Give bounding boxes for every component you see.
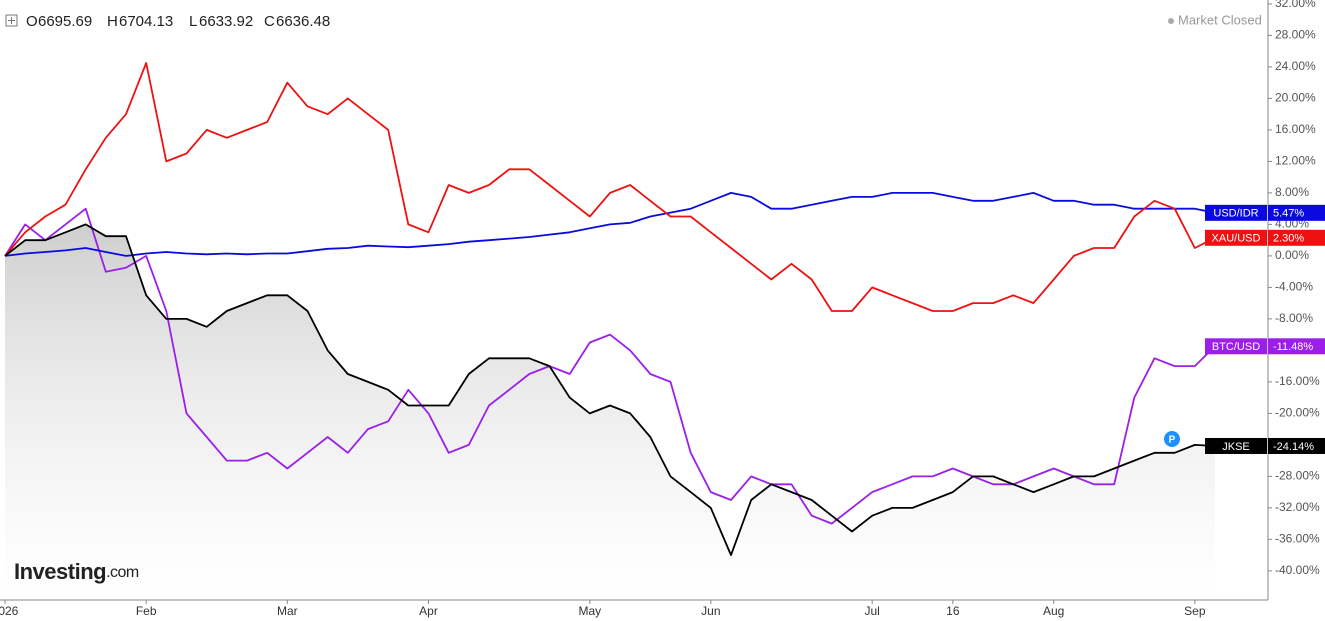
y-tick-label: -16.00% <box>1275 374 1320 388</box>
x-tick-label: May <box>578 604 601 618</box>
tag-value: 5.47% <box>1273 208 1304 220</box>
y-tick-label: -20.00% <box>1275 406 1320 420</box>
y-tick-label: -32.00% <box>1275 500 1320 514</box>
ohlc-value: 6695.69 <box>38 13 92 30</box>
x-tick-label: Sep <box>1184 604 1206 618</box>
series-tag: JKSE -24.14% <box>1205 437 1325 454</box>
series-line <box>4 192 1216 257</box>
y-tick-label: 28.00% <box>1275 28 1316 42</box>
ohlc-value: 6704.13 <box>119 13 173 30</box>
x-tick-label: Jul <box>864 604 879 618</box>
tag-name-box <box>1205 437 1267 454</box>
tag-value-box <box>1268 204 1325 221</box>
ohlc-label: C <box>264 13 275 30</box>
event-marker-icon: P <box>1169 435 1176 446</box>
x-tick-label: Apr <box>419 604 438 618</box>
y-tick-label: -40.00% <box>1275 563 1320 577</box>
series-line <box>4 62 1216 312</box>
x-tick-label: Aug <box>1043 604 1064 618</box>
y-tick-label: 16.00% <box>1275 122 1316 136</box>
logo-main: Investing <box>14 559 106 584</box>
tag-name-box <box>1205 229 1267 246</box>
tag-value: 2.30% <box>1273 233 1304 245</box>
x-tick-label: Mar <box>277 604 298 618</box>
ohlc-label: H <box>107 13 118 30</box>
y-tick-label: -36.00% <box>1275 532 1320 546</box>
series-area <box>5 224 1215 600</box>
tag-value-box <box>1268 437 1325 454</box>
x-tick-label: Feb <box>136 604 157 618</box>
y-tick-label: -28.00% <box>1275 469 1320 483</box>
series-tag: XAU/USD 2.30% <box>1205 229 1325 246</box>
tag-name: USD/IDR <box>1213 208 1258 220</box>
tag-value-box <box>1268 229 1325 246</box>
y-tick-label: -4.00% <box>1275 280 1313 294</box>
plot-area <box>4 62 1216 600</box>
tag-value: -11.48% <box>1273 341 1313 353</box>
logo-suffix: .com <box>106 564 139 581</box>
x-tick-label: 16 <box>946 604 960 618</box>
series-tag: USD/IDR 5.47% <box>1205 204 1325 221</box>
series-tag: BTC/USD -11.48% <box>1205 338 1325 355</box>
y-tick-label: -8.00% <box>1275 311 1313 325</box>
event-marker[interactable] <box>1164 431 1180 447</box>
y-tick-label: 32.00% <box>1275 0 1316 10</box>
y-tick-label: 24.00% <box>1275 59 1316 73</box>
market-status: Market Closed <box>1178 12 1262 27</box>
tag-name-box <box>1205 204 1267 221</box>
x-tick-label: 2026 <box>0 604 19 618</box>
tag-name: JKSE <box>1222 441 1250 453</box>
tag-value: -24.14% <box>1273 441 1314 453</box>
series-line <box>4 223 1216 556</box>
logo: Investing.com <box>14 559 139 584</box>
crosshair-icon[interactable] <box>5 14 18 27</box>
tag-name-box <box>1205 338 1267 355</box>
x-tick-label: Jun <box>701 604 720 618</box>
y-tick-label: 12.00% <box>1275 154 1316 168</box>
ohlc-value: 6636.48 <box>276 13 330 30</box>
tag-name: XAU/USD <box>1212 233 1261 245</box>
ohlc-label: L <box>189 13 197 30</box>
ohlc-label: O <box>26 13 38 30</box>
y-tick-label: 8.00% <box>1275 185 1309 199</box>
y-tick-label: 20.00% <box>1275 91 1316 105</box>
status-dot <box>1168 18 1174 24</box>
y-tick-label: 0.00% <box>1275 248 1309 262</box>
tag-value-box <box>1268 338 1325 355</box>
ohlc-value: 6633.92 <box>199 13 253 30</box>
tag-name: BTC/USD <box>1212 341 1260 353</box>
